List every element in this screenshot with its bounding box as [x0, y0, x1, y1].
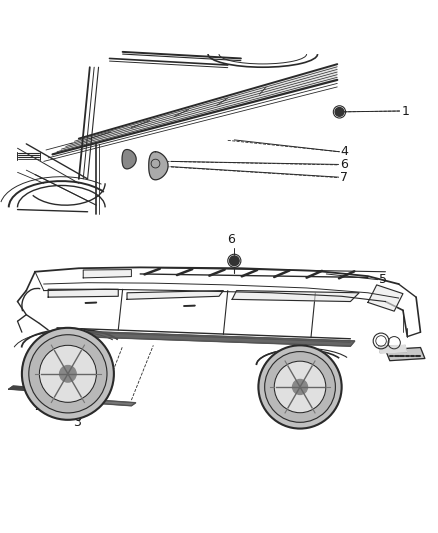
Circle shape	[29, 335, 107, 413]
Circle shape	[265, 352, 336, 422]
Circle shape	[335, 108, 344, 116]
Text: 3: 3	[73, 416, 81, 430]
Circle shape	[293, 379, 307, 394]
Polygon shape	[379, 345, 406, 353]
Polygon shape	[53, 330, 355, 346]
Circle shape	[39, 345, 96, 402]
Polygon shape	[232, 290, 359, 302]
Polygon shape	[127, 290, 223, 300]
Polygon shape	[122, 150, 136, 169]
Polygon shape	[385, 348, 425, 361]
Circle shape	[60, 366, 76, 382]
Text: 2: 2	[35, 400, 42, 413]
Circle shape	[258, 345, 342, 429]
Polygon shape	[44, 397, 136, 406]
Polygon shape	[53, 64, 337, 155]
Text: 5: 5	[379, 273, 387, 286]
Polygon shape	[368, 285, 403, 311]
Polygon shape	[83, 270, 131, 278]
Polygon shape	[149, 152, 168, 180]
Text: 7: 7	[340, 171, 348, 184]
Circle shape	[230, 256, 239, 265]
Circle shape	[22, 328, 114, 420]
Polygon shape	[48, 289, 118, 297]
Text: 6: 6	[340, 158, 348, 171]
Text: 1: 1	[402, 104, 410, 117]
Polygon shape	[9, 386, 110, 395]
Text: 4: 4	[341, 146, 349, 158]
Text: 6: 6	[227, 233, 235, 246]
Circle shape	[274, 361, 326, 413]
